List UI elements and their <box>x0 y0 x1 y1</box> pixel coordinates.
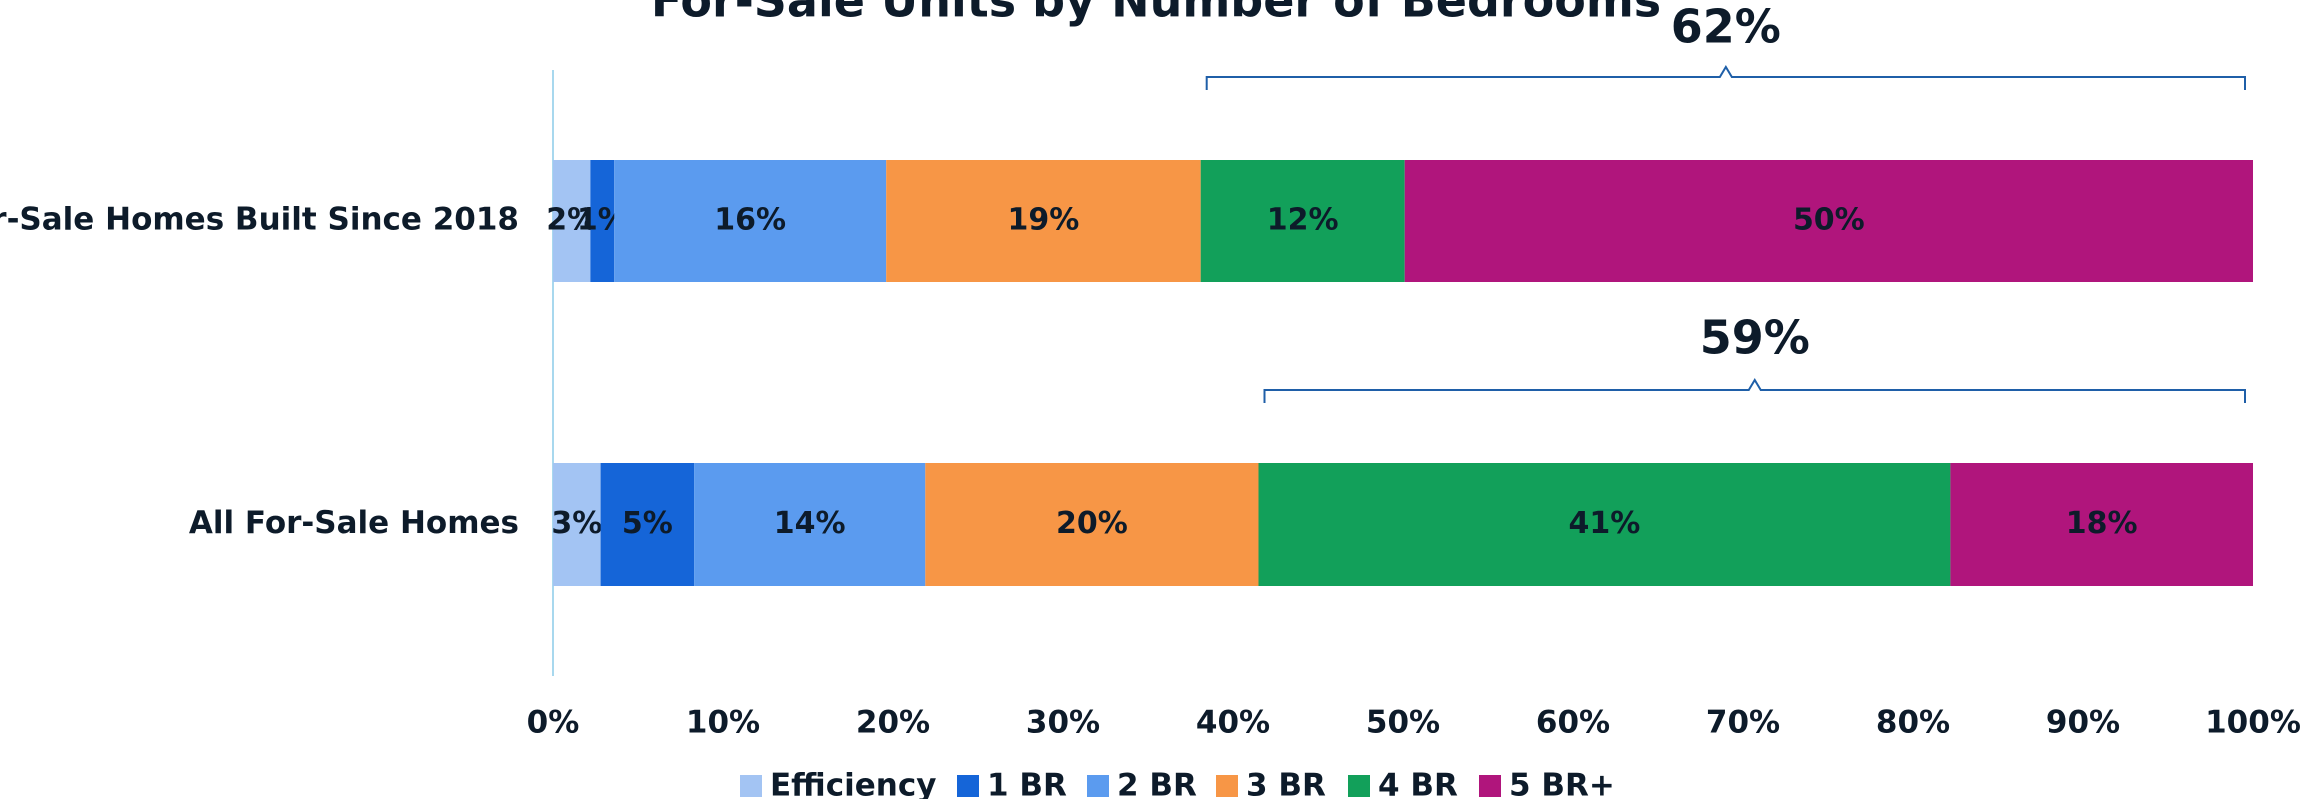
x-tick-label: 100% <box>2205 705 2301 741</box>
legend-swatch <box>1479 775 1501 797</box>
legend-swatch <box>1348 775 1370 797</box>
data-label: 5% <box>622 506 673 541</box>
bar-segment <box>1404 160 2253 282</box>
bar-segment <box>925 463 1259 586</box>
bracket <box>1205 65 2246 90</box>
legend-label: 4 BR <box>1378 768 1458 799</box>
x-tick-label: 40% <box>1196 705 1270 741</box>
bar-segment <box>1258 463 1951 586</box>
x-tick-label: 80% <box>1876 705 1950 741</box>
bar-segment <box>553 463 601 586</box>
category-label: For-Sale Homes Built Since 2018 <box>0 202 519 238</box>
data-label: 19% <box>1008 203 1080 238</box>
legend-swatch <box>740 775 762 797</box>
bar-segment <box>553 160 591 282</box>
bar-segment <box>694 463 926 586</box>
x-tick-label: 10% <box>686 705 760 741</box>
x-tick-label: 20% <box>856 705 930 741</box>
bar-segment <box>614 160 887 282</box>
bracket <box>1263 378 2246 403</box>
legend-label: 2 BR <box>1117 768 1197 799</box>
x-tick-label: 90% <box>2046 705 2120 741</box>
data-label: 2% <box>546 203 597 238</box>
legend-swatch <box>1216 775 1238 797</box>
annotation: 62% <box>1671 0 1781 54</box>
bar-segment <box>600 463 695 586</box>
data-label: 50% <box>1793 203 1865 238</box>
data-label: 12% <box>1267 203 1339 238</box>
x-tick-label: 50% <box>1366 705 1440 741</box>
bar-segment <box>1200 160 1405 282</box>
chart-title: For-Sale Units by Number of Bedrooms <box>651 0 1661 28</box>
legend-label: 5 BR+ <box>1509 768 1615 799</box>
x-tick-label: 0% <box>527 705 580 741</box>
annotation: 59% <box>1700 311 1810 365</box>
legend-label: Efficiency <box>770 768 936 799</box>
bar-segment <box>886 160 1201 282</box>
legend-label: 3 BR <box>1246 768 1326 799</box>
legend-label: 1 BR <box>987 768 1067 799</box>
data-label: 14% <box>774 506 846 541</box>
category-label: All For-Sale Homes <box>189 505 519 541</box>
legend-swatch <box>1087 775 1109 797</box>
x-tick-label: 30% <box>1026 705 1100 741</box>
legend-swatch <box>957 775 979 797</box>
bar-segment <box>590 160 615 282</box>
x-tick-label: 60% <box>1536 705 1610 741</box>
data-label: 20% <box>1056 506 1128 541</box>
data-label: 3% <box>551 506 602 541</box>
data-label: 18% <box>2066 506 2138 541</box>
x-tick-label: 70% <box>1706 705 1780 741</box>
bar-segment <box>1950 463 2253 586</box>
data-label: 41% <box>1569 506 1641 541</box>
data-label: 16% <box>714 203 786 238</box>
